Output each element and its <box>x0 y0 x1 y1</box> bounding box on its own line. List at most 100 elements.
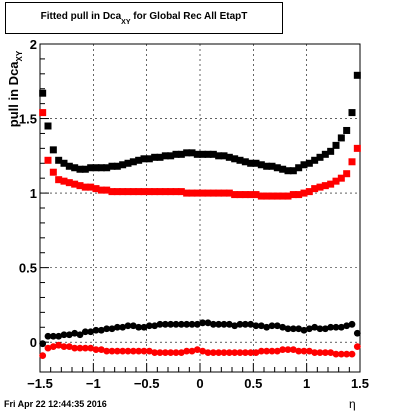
data-point <box>241 158 249 166</box>
title-subscript: XY <box>121 18 131 26</box>
data-point <box>268 192 276 200</box>
data-point <box>119 161 127 169</box>
data-point <box>284 346 292 354</box>
data-point <box>108 162 116 170</box>
data-point <box>76 344 84 352</box>
plot-frame <box>39 43 361 373</box>
data-point <box>327 323 335 331</box>
data-point <box>332 141 340 149</box>
data-point <box>97 186 105 194</box>
data-point <box>49 343 57 351</box>
data-point <box>225 349 233 357</box>
data-point <box>103 325 111 333</box>
data-point <box>204 189 212 197</box>
data-point <box>145 155 153 163</box>
y-tick-label: 0.5 <box>19 261 37 276</box>
data-point <box>289 191 297 199</box>
data-point <box>257 161 265 169</box>
data-point <box>140 155 148 163</box>
data-point <box>289 167 297 175</box>
data-point <box>124 188 132 196</box>
data-point <box>279 346 287 354</box>
data-point <box>167 188 175 196</box>
data-point <box>204 319 212 327</box>
title-box: Fitted pull in DcaXY for Global Rec All … <box>5 2 283 34</box>
data-point <box>188 149 196 157</box>
data-point <box>161 188 169 196</box>
data-point <box>300 347 308 355</box>
data-point <box>183 149 191 157</box>
data-point <box>103 186 111 194</box>
x-tick-label: −1 <box>86 376 101 391</box>
data-point <box>199 189 207 197</box>
data-point <box>71 164 79 172</box>
data-point <box>161 320 169 328</box>
data-point <box>60 159 68 167</box>
data-point <box>97 326 105 334</box>
data-point <box>337 350 345 358</box>
data-point <box>44 122 52 130</box>
data-point <box>348 350 356 358</box>
data-point <box>108 325 116 333</box>
x-tick-label: −0.5 <box>134 376 160 391</box>
data-point <box>81 183 89 191</box>
data-point <box>119 347 127 355</box>
data-point <box>199 347 207 355</box>
data-point <box>279 192 287 200</box>
data-point <box>156 320 164 328</box>
data-point <box>151 153 159 161</box>
data-point <box>241 320 249 328</box>
data-point <box>321 182 329 190</box>
data-point <box>273 192 281 200</box>
data-point <box>39 340 47 348</box>
data-point <box>343 350 351 358</box>
data-point <box>273 164 281 172</box>
data-point <box>353 329 361 337</box>
data-point <box>225 320 233 328</box>
data-point <box>257 322 265 330</box>
data-point <box>311 156 319 164</box>
data-point <box>108 188 116 196</box>
data-point <box>348 158 356 166</box>
data-point <box>343 126 351 134</box>
data-point <box>188 347 196 355</box>
data-point <box>140 323 148 331</box>
data-point <box>300 326 308 334</box>
data-point <box>87 344 95 352</box>
data-point <box>247 320 255 328</box>
data-point <box>348 320 356 328</box>
data-point <box>236 191 244 199</box>
data-point <box>129 158 137 166</box>
data-point <box>193 346 201 354</box>
data-point <box>103 164 111 172</box>
data-point <box>209 189 217 197</box>
data-point <box>172 320 180 328</box>
data-point <box>119 323 127 331</box>
data-point <box>188 320 196 328</box>
data-point <box>327 349 335 357</box>
data-point <box>225 153 233 161</box>
data-point <box>263 192 271 200</box>
data-point <box>135 323 143 331</box>
data-point <box>188 189 196 197</box>
data-point <box>183 189 191 197</box>
data-point <box>55 332 63 340</box>
data-point <box>209 150 217 158</box>
data-point <box>311 185 319 193</box>
data-point <box>199 319 207 327</box>
data-point <box>204 150 212 158</box>
data-point <box>103 347 111 355</box>
x-axis-label: η <box>349 397 356 411</box>
data-point <box>161 152 169 160</box>
data-point <box>220 152 228 160</box>
data-point <box>236 349 244 357</box>
data-point <box>81 344 89 352</box>
data-point <box>295 325 303 333</box>
data-point <box>295 347 303 355</box>
data-point <box>183 347 191 355</box>
data-point <box>60 331 68 339</box>
y-tick-label: 1 <box>30 186 37 201</box>
data-point <box>156 153 164 161</box>
data-point <box>119 188 127 196</box>
data-point <box>231 322 239 330</box>
